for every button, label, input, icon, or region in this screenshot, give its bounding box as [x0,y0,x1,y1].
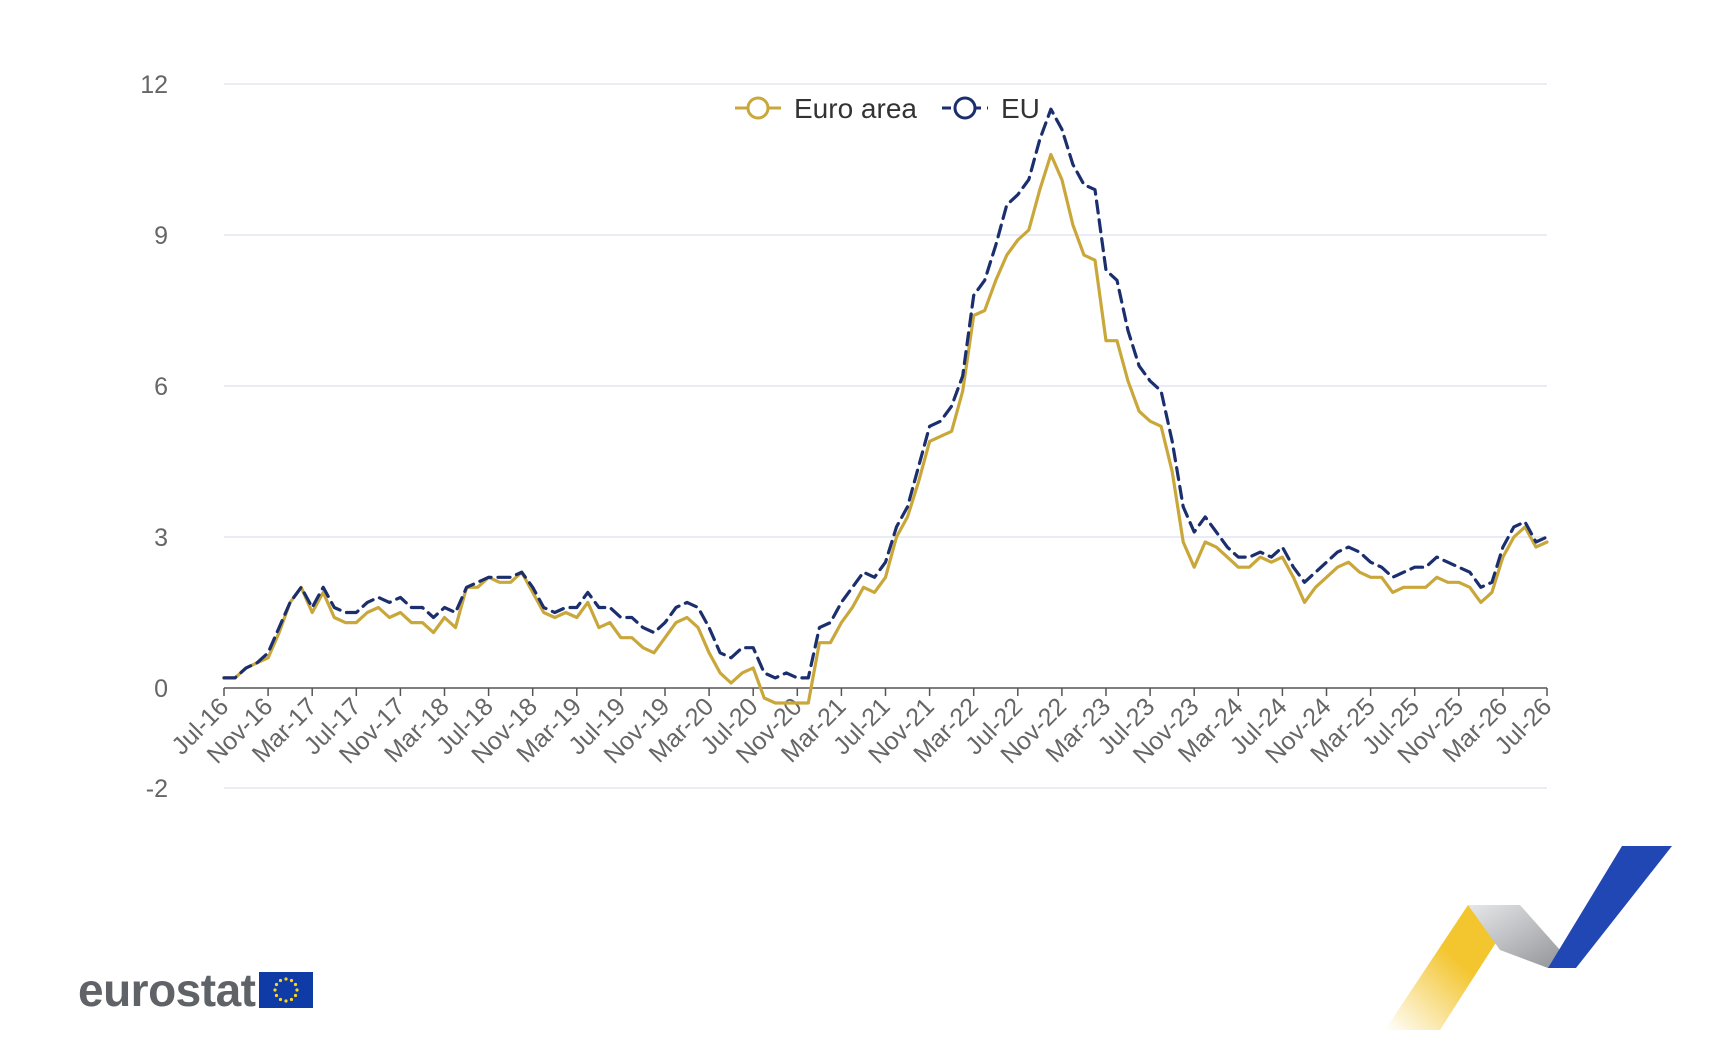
series-line-euro-area [222,152,1549,705]
y-tick-label: 12 [140,71,168,99]
y-tick-label: 9 [154,222,168,250]
flag-star [275,993,279,998]
flag-star [294,993,298,998]
y-tick-label: 3 [154,524,168,552]
ribbon-blue-band [1548,846,1672,968]
ribbon-grey-band [1468,905,1576,968]
series-lines [222,107,1549,705]
y-tick-label: 0 [154,675,168,703]
flag-star [273,988,278,992]
series-line-eu [222,107,1549,680]
logo-wordmark: eurostat [78,964,256,1016]
flag-star [275,982,279,987]
gridlines [224,83,1547,789]
flag-star [284,977,289,981]
flag-star [290,997,294,1002]
y-axis-tick-labels: -2 0 3 6 9 12 [140,71,168,803]
legend-label-euro-area: Euro area [794,93,917,124]
y-tick-label: 6 [154,373,168,401]
flag-star [279,997,283,1002]
legend-item-euro-area[interactable]: Euro area [735,93,917,124]
legend-marker-eu [953,96,977,120]
legend: Euro area EU [735,93,1040,124]
flag-star [284,999,289,1003]
x-axis-tick-labels: Jul-16Nov-16Mar-17Jul-17Nov-17Mar-18Jul-… [166,692,1557,769]
flag-star [279,978,283,983]
eu-flag-icon [259,972,314,1008]
legend-marker-euro-area [746,96,770,120]
eurostat-ribbon-decoration [1385,846,1672,1030]
flag-star [294,982,298,987]
flag-star [290,978,294,983]
ribbon-yellow-band [1385,905,1520,1030]
y-tick-label: -2 [146,775,168,803]
eurostat-logo: eurostat [78,960,314,1020]
legend-label-eu: EU [1001,93,1040,124]
legend-item-eu[interactable]: EU [942,93,1040,124]
flag-star [295,988,300,992]
x-axis [223,687,1548,696]
